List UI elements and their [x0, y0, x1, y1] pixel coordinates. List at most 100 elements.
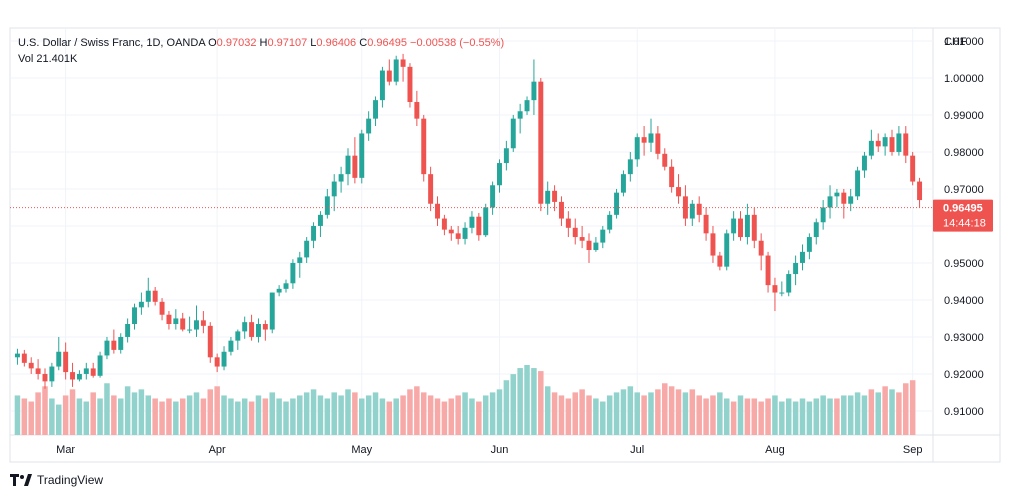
candle-body — [868, 140, 874, 156]
volume-bar — [214, 386, 220, 435]
candle-body — [545, 190, 551, 204]
volume-bar — [627, 386, 634, 435]
volume-bar — [641, 395, 647, 435]
y-tick-label: 1.01000 — [944, 36, 984, 48]
candle-body — [97, 355, 103, 376]
volume-bar — [799, 398, 806, 435]
tradingview-logo-icon — [10, 474, 32, 486]
volume-bar — [551, 392, 558, 435]
candle-body — [166, 314, 172, 324]
volume-bar — [600, 401, 606, 435]
candle-body — [49, 366, 55, 382]
volume-bar — [207, 389, 214, 435]
candle-body — [490, 185, 496, 208]
candle-body — [806, 237, 812, 252]
volume-bar — [792, 401, 799, 435]
candle-body — [744, 214, 750, 238]
volume-bar — [613, 392, 620, 435]
candle-body — [386, 70, 392, 82]
volume-bar — [131, 392, 138, 435]
volume-bar — [462, 392, 468, 435]
volume-bar — [159, 401, 165, 435]
volume-bar — [14, 395, 21, 435]
volume-bar — [255, 395, 262, 435]
candle-body — [779, 292, 785, 294]
candle-body — [379, 70, 385, 101]
x-tick-label: May — [351, 444, 372, 456]
candle-body — [132, 307, 137, 324]
candle-body — [676, 187, 682, 197]
volume-bar — [97, 398, 103, 435]
x-tick-label: Aug — [765, 444, 785, 456]
volume-bar — [69, 389, 76, 435]
volume-bar — [228, 398, 234, 435]
volume-bar — [579, 389, 585, 435]
volume-bar — [703, 398, 709, 435]
candle-body — [76, 373, 82, 380]
volume-bar — [469, 398, 475, 435]
volume-bar — [489, 392, 496, 435]
volume-bar — [173, 401, 179, 435]
volume-bar — [221, 395, 227, 435]
candle-body — [42, 373, 48, 382]
candle-body — [28, 362, 34, 369]
candle-body — [207, 325, 213, 358]
candle-body — [703, 214, 709, 234]
candle-body — [359, 133, 365, 178]
candle-body — [552, 190, 558, 202]
x-tick-label: Apr — [209, 444, 226, 456]
candle-body — [138, 301, 144, 308]
candle-body — [572, 227, 578, 238]
high-label: H — [259, 37, 268, 49]
candle-body — [600, 229, 606, 243]
volume-bar — [365, 395, 372, 435]
volume-bar — [710, 395, 716, 435]
ohlc-legend: U.S. Dollar / Swiss Franc, 1D, OANDA O0.… — [18, 35, 504, 51]
y-tick-label: 0.91000 — [944, 406, 984, 418]
candle-body — [249, 322, 255, 337]
candle-body — [731, 218, 737, 234]
volume-bar — [682, 392, 689, 435]
candle-body — [317, 214, 323, 226]
volume-bar — [558, 395, 565, 435]
candle-body — [90, 368, 96, 376]
x-tick-label: Sep — [903, 444, 923, 456]
candle-body — [648, 133, 654, 143]
y-tick-label: 0.93000 — [944, 332, 984, 344]
candle-body — [820, 207, 826, 223]
volume-bar — [407, 389, 413, 435]
volume-bar — [448, 398, 455, 435]
volume-bar — [689, 389, 696, 435]
candle-body — [510, 118, 516, 149]
x-tick-label: Jul — [630, 444, 644, 456]
candle-body — [503, 148, 509, 164]
volume-bar — [896, 392, 902, 435]
candle-body — [793, 262, 799, 275]
candle-body — [620, 174, 626, 193]
close-label: C — [359, 37, 368, 49]
candle-body — [469, 216, 475, 228]
candle-body — [627, 159, 633, 175]
candle-body — [214, 357, 220, 367]
candle-body — [187, 329, 193, 331]
volume-bar — [827, 398, 833, 435]
candle-body — [200, 320, 206, 326]
candle-body — [758, 240, 764, 256]
volume-bar — [290, 398, 296, 435]
candle-body — [896, 133, 902, 152]
volume-bar — [359, 398, 365, 435]
volume-bar — [751, 398, 758, 435]
candle-body — [855, 170, 861, 197]
tradingview-brand[interactable]: TradingView — [10, 473, 103, 487]
volume-bar — [538, 371, 544, 435]
last-price-badge — [933, 199, 993, 232]
candle-body — [159, 301, 165, 315]
volume-bar — [186, 395, 193, 435]
candle-body — [565, 218, 571, 228]
candle-body — [882, 137, 888, 147]
volume-bar — [310, 389, 317, 435]
volume-bar — [414, 386, 420, 435]
candle-body — [435, 203, 440, 219]
volume-bar — [248, 401, 255, 435]
